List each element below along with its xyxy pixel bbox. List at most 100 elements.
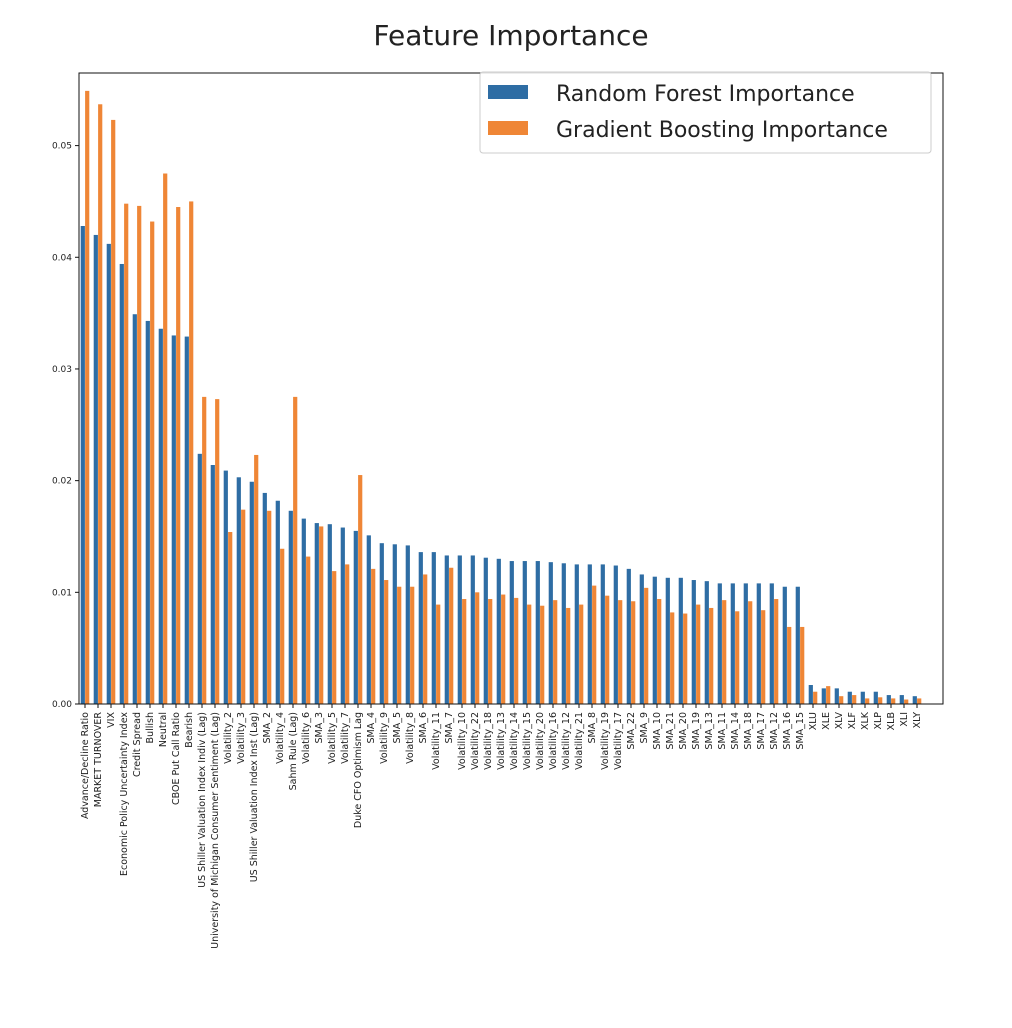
bar-gradient-boosting-12	[241, 509, 246, 704]
bar-gradient-boosting-37	[566, 607, 571, 704]
bar-gradient-boosting-4	[137, 205, 142, 704]
bar-random-forest-38	[574, 564, 579, 704]
x-tick-label: VIX	[106, 712, 117, 728]
x-tick-label: SMA_21	[665, 712, 676, 750]
x-tick-label: SMA_8	[587, 712, 598, 744]
x-tick-label: SMA_12	[769, 712, 780, 750]
x-tick-label: Volatility_10	[457, 712, 468, 770]
bar-random-forest-23	[379, 543, 384, 704]
bar-gradient-boosting-20	[345, 564, 350, 704]
x-tick-label: XLU	[808, 712, 819, 730]
bar-gradient-boosting-7	[176, 207, 181, 704]
bar-random-forest-13	[249, 481, 254, 704]
bar-random-forest-27	[431, 552, 436, 704]
bar-gradient-boosting-16	[293, 396, 298, 704]
bar-gradient-boosting-38	[579, 604, 584, 704]
bar-random-forest-35	[535, 561, 540, 704]
x-tick-label: SMA_9	[639, 712, 650, 744]
bar-gradient-boosting-3	[124, 203, 129, 705]
bar-random-forest-26	[418, 552, 423, 704]
bar-random-forest-22	[366, 535, 371, 704]
x-tick-label: XLV	[834, 712, 845, 730]
bar-gradient-boosting-45	[670, 612, 675, 704]
x-tick-label: SMA_3	[314, 712, 325, 744]
bar-gradient-boosting-29	[462, 599, 467, 704]
bar-random-forest-12	[236, 477, 241, 704]
x-tick-label: SMA_18	[743, 712, 754, 750]
bar-gradient-boosting-24	[397, 586, 402, 704]
bar-gradient-boosting-50	[735, 611, 740, 704]
bar-gradient-boosting-21	[358, 475, 363, 704]
x-tick-label: SMA_11	[717, 712, 728, 750]
x-tick-label: Credit Spread	[132, 712, 143, 777]
bar-random-forest-58	[834, 688, 839, 704]
x-tick-label: Volatility_14	[509, 712, 520, 770]
x-tick-label: Duke CFO Optimism Lag	[353, 712, 364, 828]
bar-random-forest-49	[717, 583, 722, 704]
chart-title: Feature Importance	[373, 19, 648, 52]
bar-gradient-boosting-58	[839, 696, 844, 704]
x-tick-label: Volatility_11	[431, 712, 442, 770]
bar-random-forest-44	[652, 576, 657, 704]
x-tick-label: SMA_17	[756, 712, 767, 750]
x-tick-label: CBOE Put Call Ratio	[171, 712, 182, 805]
bar-random-forest-62	[886, 695, 891, 704]
bar-random-forest-43	[639, 574, 644, 704]
legend-box	[479, 71, 932, 154]
x-axis: Advance/Decline Ratio MARKET TURNOVER VIX E…	[80, 704, 923, 949]
bar-random-forest-55	[795, 586, 800, 704]
bar-gradient-boosting-19	[332, 571, 337, 704]
bar-gradient-boosting-18	[319, 526, 324, 704]
x-tick-label: SMA_10	[652, 712, 663, 750]
legend: Random Forest Importance Gradient Boosti…	[479, 71, 932, 154]
x-tick-label: MARKET TURNOVER	[93, 712, 104, 808]
x-tick-label: Economic Policy Uncertainty Index	[119, 712, 130, 876]
x-tick-label: US Shiller Valuation Index Inst (Lag)	[249, 712, 260, 882]
bar-random-forest-8	[184, 336, 189, 704]
bar-random-forest-3	[119, 263, 124, 704]
bar-gradient-boosting-49	[722, 600, 727, 704]
bar-random-forest-64	[912, 696, 917, 704]
bar-gradient-boosting-25	[410, 586, 415, 704]
bar-random-forest-17	[301, 518, 306, 704]
bar-random-forest-32	[496, 558, 501, 704]
bar-random-forest-15	[275, 500, 280, 704]
x-tick-label: SMA_5	[392, 712, 403, 744]
bar-random-forest-1	[93, 234, 98, 704]
bar-random-forest-39	[587, 564, 592, 704]
bar-random-forest-34	[522, 561, 527, 704]
bar-gradient-boosting-60	[865, 698, 870, 704]
x-tick-label: Volatility_9	[379, 712, 390, 764]
x-tick-label: Volatility_17	[613, 712, 624, 770]
bar-random-forest-59	[847, 691, 852, 704]
x-tick-label: XLF	[847, 712, 858, 729]
bar-gradient-boosting-33	[514, 597, 519, 704]
y-axis: 0.00 0.01 0.02 0.03 0.04 0.05	[52, 142, 79, 710]
bar-gradient-boosting-26	[423, 574, 428, 704]
bar-gradient-boosting-22	[371, 568, 376, 704]
bar-gradient-boosting-5	[150, 221, 155, 705]
bar-random-forest-40	[600, 564, 605, 704]
bar-gradient-boosting-8	[189, 201, 194, 704]
bar-gradient-boosting-2	[111, 119, 116, 704]
bar-random-forest-28	[444, 555, 449, 704]
x-tick-label: XLB	[886, 712, 897, 730]
x-tick-label: Volatility_18	[483, 712, 494, 770]
x-tick-label: Volatility_16	[548, 712, 559, 770]
bar-random-forest-41	[613, 565, 618, 704]
bar-random-forest-54	[782, 586, 787, 704]
x-tick-label: Volatility_3	[236, 712, 247, 764]
x-tick-label: Volatility_5	[327, 712, 338, 764]
legend-swatch-gradient-boosting	[488, 121, 528, 135]
x-tick-label: XLE	[821, 712, 832, 730]
x-tick-label: XLI	[899, 712, 910, 727]
bar-gradient-boosting-46	[683, 613, 688, 704]
legend-swatch-random-forest	[488, 85, 528, 99]
bar-gradient-boosting-0	[85, 90, 90, 705]
x-tick-label: SMA_19	[691, 712, 702, 750]
bar-gradient-boosting-1	[98, 104, 103, 704]
bar-random-forest-0	[80, 226, 85, 704]
bar-random-forest-52	[756, 583, 761, 704]
bar-random-forest-30	[470, 555, 475, 704]
